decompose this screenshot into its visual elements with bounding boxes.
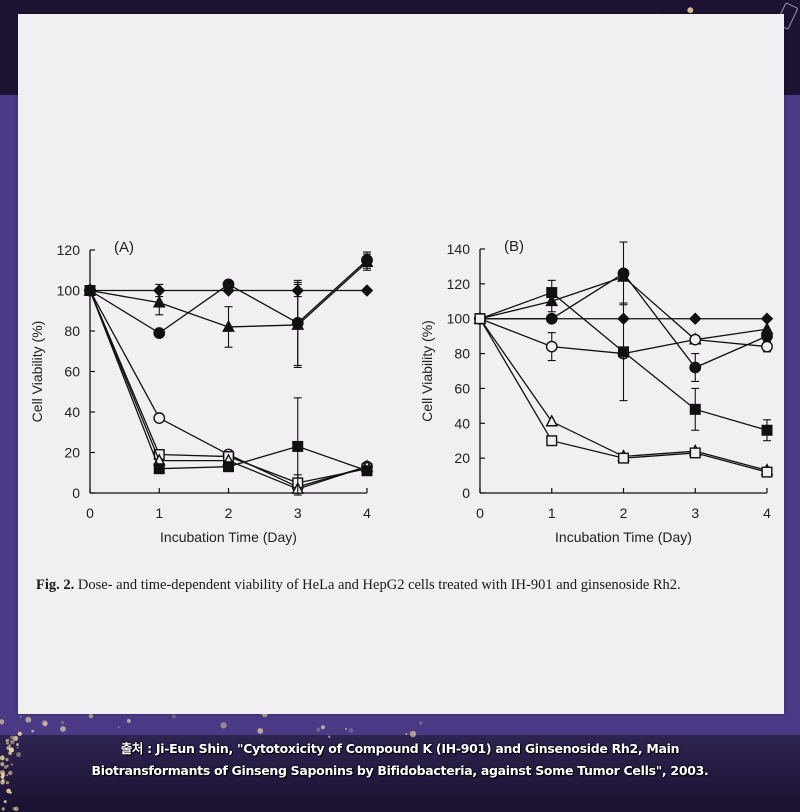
x-tick-label-a: 2 <box>225 505 233 521</box>
x-tick-label-a: 1 <box>155 505 163 521</box>
data-point-b-triangle-filled <box>760 321 774 335</box>
figure-caption-text: Dose- and time-dependent viability of He… <box>74 577 681 593</box>
y-tick-label-b: 20 <box>454 450 470 466</box>
figure-caption-prefix: Fig. 2. <box>36 577 75 593</box>
x-axis-label-b: Incubation Time (Day) <box>555 529 692 545</box>
x-axis-label-a: Incubation Time (Day) <box>160 529 297 545</box>
data-point-b-square-filled <box>761 424 773 436</box>
data-point-b-circle-open <box>761 340 773 353</box>
data-point-b-square-open <box>474 313 486 325</box>
y-tick-label-a: 120 <box>57 242 81 258</box>
y-tick-label-b: 100 <box>447 311 471 327</box>
data-point-a-square-filled <box>361 465 373 477</box>
source-band <box>0 735 800 812</box>
sparkle-dot <box>687 7 694 14</box>
data-point-a-circle-filled <box>222 278 235 291</box>
x-tick-label-b: 3 <box>691 505 699 521</box>
data-point-b-square-filled <box>689 403 701 415</box>
data-point-b-square-filled <box>618 346 630 358</box>
data-point-a-triangle-filled <box>152 295 166 308</box>
y-tick-label-a: 60 <box>64 364 80 380</box>
y-tick-label-b: 0 <box>462 485 470 501</box>
x-tick-label-b: 2 <box>620 505 628 521</box>
y-tick-label-b: 40 <box>454 415 470 431</box>
data-point-b-square-open <box>618 452 630 464</box>
series-a-7 <box>84 285 373 496</box>
data-point-b-circle-open <box>545 340 558 353</box>
data-point-a-square-filled <box>84 285 96 297</box>
y-tick-label-a: 20 <box>64 445 80 461</box>
y-tick-label-a: 0 <box>72 485 80 501</box>
data-point-a-triangle-filled <box>360 254 374 268</box>
x-tick-label-a: 0 <box>86 505 94 521</box>
source-citation: 출처 : Ji-Eun Shin, "Cytotoxicity of Compo… <box>0 738 800 782</box>
data-point-a-circle-filled <box>153 327 166 339</box>
chart-panel-a: 0 20 40 60 80 100 120 0 1 2 3 4 Incubation Time (Day… <box>29 239 374 545</box>
series-b-5 <box>474 279 773 442</box>
data-point-b-circle-filled <box>545 312 558 325</box>
y-tick-label-b: 140 <box>447 241 471 257</box>
y-axis-label-a: Cell Viability (%) <box>29 321 45 423</box>
data-point-b-triangle-open <box>545 414 559 427</box>
data-point-b-square-open <box>761 466 773 478</box>
data-point-b-circle-filled <box>689 361 702 374</box>
series-a-3 <box>83 253 374 369</box>
data-point-a-triangle-filled <box>291 317 305 330</box>
data-point-b-diamond-filled <box>689 312 702 325</box>
data-point-a-circle-open <box>153 412 166 424</box>
y-tick-label-b: 80 <box>454 346 470 362</box>
x-tick-label-b: 1 <box>548 505 556 521</box>
data-point-b-circle-open <box>689 333 702 346</box>
chart-panel-b: 0 20 40 60 80 100 120 140 0 1 2 3 4 Incubation Time (… <box>419 238 774 545</box>
x-tick-label-a: 4 <box>363 505 371 521</box>
source-line-1: 출처 : Ji-Eun Shin, "Cytotoxicity of Compo… <box>120 741 680 756</box>
series-b-7 <box>474 313 773 478</box>
y-tick-label-a: 80 <box>64 323 80 339</box>
data-point-b-square-open <box>546 435 558 447</box>
data-point-b-square-open <box>689 447 701 459</box>
figure-caption: Fig. 2. Dose- and time-dependent viabili… <box>36 577 766 594</box>
panel-label-a: (A) <box>114 239 134 256</box>
y-tick-label-a: 40 <box>64 404 80 420</box>
data-point-b-square-filled <box>546 287 558 299</box>
data-point-a-square-filled <box>222 461 234 473</box>
y-axis-label-b: Cell Viability (%) <box>419 320 435 422</box>
data-point-a-diamond-filled <box>360 284 374 297</box>
x-tick-label-b: 4 <box>763 505 771 521</box>
y-tick-label-b: 60 <box>454 380 470 396</box>
x-tick-label-a: 3 <box>294 505 302 521</box>
y-tick-label-b: 120 <box>447 276 471 292</box>
data-point-b-triangle-filled <box>617 269 630 282</box>
panel-label-b: (B) <box>504 238 524 255</box>
y-tick-label-a: 100 <box>57 283 81 299</box>
data-point-a-triangle-filled <box>222 319 235 332</box>
figure-paper: 0 20 40 60 80 100 120 0 1 2 3 4 Incubation Time (Day… <box>18 14 784 714</box>
source-line-2: Biotransformants of Ginseng Saponins by … <box>91 763 709 778</box>
data-point-a-square-filled <box>292 440 304 452</box>
x-tick-label-b: 0 <box>476 505 484 521</box>
data-point-a-square-filled <box>153 463 165 475</box>
